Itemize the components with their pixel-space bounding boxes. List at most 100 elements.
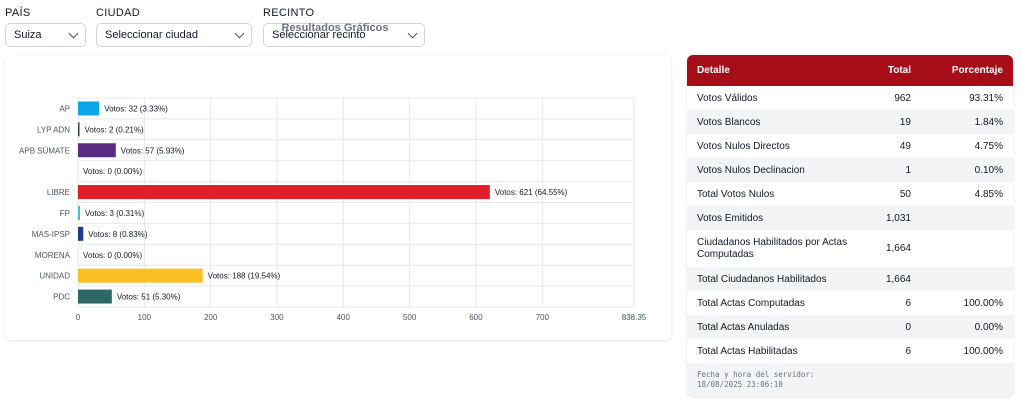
table-row: Total Actas Computadas 6 100.00% bbox=[687, 291, 1013, 315]
table-row: Votos Blancos 19 1.84% bbox=[687, 110, 1013, 134]
ciudad-select[interactable]: Seleccionar ciudad bbox=[96, 23, 252, 47]
row-detalle: Total Ciudadanos Habilitados bbox=[687, 267, 857, 291]
row-porcentaje: 4.75% bbox=[923, 134, 1013, 158]
filter-ciudad: CIUDAD Seleccionar ciudad bbox=[96, 7, 252, 47]
row-total: 1,664 bbox=[857, 230, 923, 267]
row-detalle: Votos Emitidos bbox=[687, 206, 857, 230]
pais-select-value: Suiza bbox=[14, 29, 42, 41]
row-total: 19 bbox=[857, 110, 923, 134]
y-tick-label: LIBRE bbox=[47, 188, 70, 197]
row-detalle: Total Actas Habilitadas bbox=[687, 339, 857, 363]
bar-data-label: Votos: 3 (0.31%) bbox=[85, 209, 144, 218]
y-tick-label: UNIDAD bbox=[39, 272, 70, 281]
bar-data-label: Votos: 0 (0.00%) bbox=[83, 167, 142, 176]
bar bbox=[78, 268, 203, 283]
bar-data-label: Votos: 32 (3.33%) bbox=[104, 104, 168, 113]
header-detalle: Detalle bbox=[687, 55, 857, 86]
x-tick-label: 100 bbox=[138, 313, 152, 322]
bar bbox=[78, 226, 84, 241]
recinto-select[interactable]: Seleccionar recinto bbox=[263, 23, 425, 47]
row-porcentaje: 100.00% bbox=[923, 339, 1013, 363]
row-detalle: Ciudadanos Habilitados por Actas Computa… bbox=[687, 230, 857, 267]
server-time-label: Fecha y hora del servidor: bbox=[697, 370, 815, 379]
row-detalle: Votos Blancos bbox=[687, 110, 857, 134]
ciudad-select-value: Seleccionar ciudad bbox=[105, 29, 198, 41]
y-tick-label: AP bbox=[59, 104, 70, 113]
table-header-row: Detalle Total Porcentaje bbox=[687, 55, 1013, 86]
x-tick-label: 600 bbox=[469, 313, 483, 322]
row-detalle: Votos Nulos Directos bbox=[687, 134, 857, 158]
y-tick-label: PDC bbox=[53, 293, 70, 302]
table-row: Votos Emitidos 1,031 bbox=[687, 206, 1013, 230]
row-porcentaje: 100.00% bbox=[923, 291, 1013, 315]
row-porcentaje: 1.84% bbox=[923, 110, 1013, 134]
bar-data-label: Votos: 57 (5.93%) bbox=[121, 146, 185, 155]
header-total: Total bbox=[857, 55, 923, 86]
y-tick-label: LYP ADN bbox=[37, 125, 70, 134]
row-total: 1,031 bbox=[857, 206, 923, 230]
bar bbox=[78, 205, 80, 220]
row-total: 1,664 bbox=[857, 267, 923, 291]
table-row: Total Votos Nulos 50 4.85% bbox=[687, 182, 1013, 206]
table-row: Votos Nulos Directos 49 4.75% bbox=[687, 134, 1013, 158]
row-total: 0 bbox=[857, 315, 923, 339]
y-tick-label: APB SÚMATE bbox=[19, 146, 70, 155]
bar-data-label: Votos: 51 (5.30%) bbox=[117, 293, 181, 302]
results-table-card: Detalle Total Porcentaje Votos Válidos 96… bbox=[687, 55, 1013, 396]
row-porcentaje bbox=[923, 206, 1013, 230]
y-tick-label: MAS-IPSP bbox=[32, 230, 70, 239]
bar-data-label: Votos: 2 (0.21%) bbox=[85, 125, 144, 134]
bar-chart: 0 100 200 300 400 500 600 700 838.35 AP Votos: 32 … bbox=[19, 97, 647, 322]
filter-recinto-label: RECINTO bbox=[263, 7, 315, 19]
server-time-value: 18/08/2025 23:06:10 bbox=[697, 380, 783, 389]
row-total: 49 bbox=[857, 134, 923, 158]
row-porcentaje bbox=[923, 230, 1013, 267]
x-tick-label: 838.35 bbox=[622, 313, 647, 322]
x-tick-label: 200 bbox=[204, 313, 218, 322]
table-row: Votos Válidos 962 93.31% bbox=[687, 86, 1013, 110]
bar-data-label: Votos: 621 (64.55%) bbox=[495, 188, 568, 197]
filter-ciudad-label: CIUDAD bbox=[96, 7, 140, 19]
row-porcentaje: 4.85% bbox=[923, 182, 1013, 206]
bar bbox=[78, 289, 112, 304]
x-tick-label: 500 bbox=[403, 313, 417, 322]
x-tick-label: 300 bbox=[270, 313, 284, 322]
row-detalle: Votos Válidos bbox=[687, 86, 857, 110]
row-porcentaje bbox=[923, 267, 1013, 291]
bar-data-label: Votos: 188 (19.54%) bbox=[208, 272, 281, 281]
x-tick-label: 700 bbox=[536, 313, 550, 322]
row-total: 962 bbox=[857, 86, 923, 110]
chart-title: Resultados Gráficos bbox=[281, 22, 389, 34]
row-detalle: Total Actas Computadas bbox=[687, 291, 857, 315]
y-tick-label: MORENA bbox=[35, 251, 71, 260]
table-row: Total Actas Habilitadas 6 100.00% bbox=[687, 339, 1013, 363]
table-row: Ciudadanos Habilitados por Actas Computa… bbox=[687, 230, 1013, 267]
row-total: 50 bbox=[857, 182, 923, 206]
row-detalle: Total Actas Anuladas bbox=[687, 315, 857, 339]
recinto-select-value: Seleccionar recinto bbox=[272, 29, 366, 41]
bar-data-label: Votos: 0 (0.00%) bbox=[83, 251, 142, 260]
row-porcentaje: 93.31% bbox=[923, 86, 1013, 110]
row-porcentaje: 0.00% bbox=[923, 315, 1013, 339]
bar bbox=[78, 122, 80, 137]
row-detalle: Total Votos Nulos bbox=[687, 182, 857, 206]
bar bbox=[78, 101, 100, 116]
results-table: Detalle Total Porcentaje Votos Válidos 96… bbox=[687, 55, 1013, 363]
row-total: 6 bbox=[857, 291, 923, 315]
server-time: Fecha y hora del servidor: 18/08/2025 23… bbox=[687, 363, 1013, 396]
y-tick-label: FP bbox=[60, 209, 70, 218]
table-row: Total Actas Anuladas 0 0.00% bbox=[687, 315, 1013, 339]
bar bbox=[78, 143, 116, 158]
row-porcentaje: 0.10% bbox=[923, 158, 1013, 182]
table-row: Total Ciudadanos Habilitados 1,664 bbox=[687, 267, 1013, 291]
row-total: 1 bbox=[857, 158, 923, 182]
header-porcentaje: Porcentaje bbox=[923, 55, 1013, 86]
bar bbox=[78, 185, 490, 200]
table-row: Votos Nulos Declinacion 1 0.10% bbox=[687, 158, 1013, 182]
x-tick-label: 400 bbox=[337, 313, 351, 322]
filter-pais: PAÍS Suiza bbox=[5, 7, 86, 47]
row-total: 6 bbox=[857, 339, 923, 363]
row-detalle: Votos Nulos Declinacion bbox=[687, 158, 857, 182]
x-tick-label: 0 bbox=[76, 313, 81, 322]
pais-select[interactable]: Suiza bbox=[5, 23, 86, 47]
